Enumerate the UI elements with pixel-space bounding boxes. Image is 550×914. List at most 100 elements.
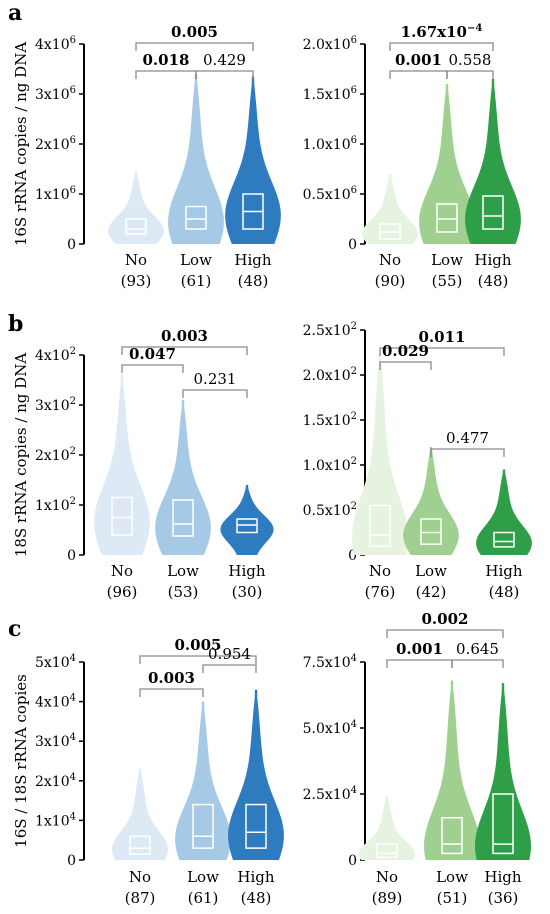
box-iqr [420,518,442,545]
box-iqr [441,817,463,855]
group-count: (36) [488,889,519,907]
significance-bracket [389,70,448,79]
p-value-label: 0.029 [382,342,429,360]
y-tick-exponent: 6 [351,35,357,46]
box-iqr [245,803,267,849]
y-tick-label: 1x104 [35,811,76,829]
y-tick-mantissa: 3x10 [35,398,70,414]
significance-bracket [135,42,254,51]
p-value: 0.001 [396,640,443,658]
violin-shape [476,469,532,555]
group-label: High [485,562,522,580]
violin-shape [403,447,459,555]
group-count: (90) [375,272,406,290]
violin-shape [225,76,281,244]
p-value: 0.002 [422,610,469,628]
group-label: No [129,868,151,886]
y-axis-label: 18S rRNA copies / ng DNA [12,353,30,557]
violin-shape [220,485,274,555]
group-label: No [125,251,147,269]
group-count: (89) [372,889,403,907]
p-value-label: 1.67x10−4 [401,23,483,41]
y-tick-label: 3x106 [35,85,76,103]
p-value-label: 0.477 [446,429,489,447]
box-iqr [436,203,458,233]
significance-bracket [386,629,504,638]
p-value-label: 0.005 [175,636,222,654]
y-tick-label: 2.5x102 [303,321,357,339]
y-tick-mantissa: 2.0x10 [303,368,351,384]
y-tick-exponent: 6 [351,185,357,196]
p-value-label: 0.001 [396,640,443,658]
p-value: 0.954 [208,645,251,663]
y-tick-label: 1.5x102 [303,411,357,429]
y-tick-mantissa: 0 [348,548,357,564]
y-tick-exponent: 2 [351,501,357,512]
group-count: (53) [168,583,199,601]
y-tick-mantissa: 0 [348,237,357,253]
p-value-label: 0.558 [449,51,492,69]
violin-shape [362,174,418,244]
violin-shape [359,796,415,860]
y-tick-mantissa: 1x10 [35,187,70,203]
significance-bracket [386,659,453,668]
y-tick-exponent: 4 [70,772,76,783]
y-tick-label: 0 [348,853,357,869]
y-tick-mantissa: 0 [67,237,76,253]
y-tick-label: 0.5x106 [303,185,357,203]
y-tick-mantissa: 2.5x10 [303,323,351,339]
y-tick-mantissa: 0.5x10 [303,187,351,203]
box-iqr [493,531,515,548]
chart-panel-6: 02.5x1045.0x1047.5x104No(89)Low(51)High(… [303,610,531,907]
p-value-label: 0.047 [129,345,176,363]
y-tick-mantissa: 2.0x10 [303,37,351,53]
y-tick-label: 1x102 [35,496,76,514]
group-label: Low [180,251,212,269]
group-count: (87) [125,889,156,907]
y-tick-mantissa: 1x10 [35,498,70,514]
p-value: 0.558 [449,51,492,69]
y-tick-exponent: 6 [70,135,76,146]
p-value: 0.011 [419,328,466,346]
violin-shape [94,375,150,555]
group-count: (48) [478,272,509,290]
chart-panel-4: 00.5x1021.0x1021.5x1022.0x1022.5x102No(7… [303,321,532,601]
violin-shape [228,689,284,860]
p-value: 0.231 [194,370,237,388]
violin-shape [168,74,224,244]
p-value: 0.477 [446,429,489,447]
y-tick-label: 2.0x102 [303,366,357,384]
p-value-label: 0.001 [395,51,442,69]
significance-bracket [379,361,432,370]
y-tick-exponent: 2 [70,446,76,457]
violin-shape [108,171,164,244]
significance-bracket [451,659,504,668]
significance-bracket [430,448,505,457]
y-tick-exponent: 2 [351,366,357,377]
group-label: Low [167,562,199,580]
y-axis-label: 16S rRNA copies / ng DNA [12,42,30,246]
y-tick-label: 2x104 [35,772,76,790]
y-tick-mantissa: 4x10 [35,348,70,364]
y-tick-exponent: 4 [351,785,357,796]
group-label: Low [187,868,219,886]
group-count: (93) [121,272,152,290]
y-tick-mantissa: 7.5x10 [303,655,351,671]
y-tick-label: 0 [67,548,76,564]
group-count: (61) [181,272,212,290]
y-tick-exponent: 2 [351,411,357,422]
y-tick-mantissa: 1.5x10 [303,413,351,429]
y-tick-label: 1.0x102 [303,456,357,474]
p-value: 0.429 [203,51,246,69]
group-count: (55) [432,272,463,290]
violin-shape [175,701,231,860]
p-value: 0.047 [129,345,176,363]
group-count: (51) [437,889,468,907]
significance-bracket [135,70,197,79]
y-tick-label: 4x104 [35,693,76,711]
y-tick-label: 0 [348,548,357,564]
y-tick-exponent: 4 [70,811,76,822]
y-tick-mantissa: 2x10 [35,774,70,790]
